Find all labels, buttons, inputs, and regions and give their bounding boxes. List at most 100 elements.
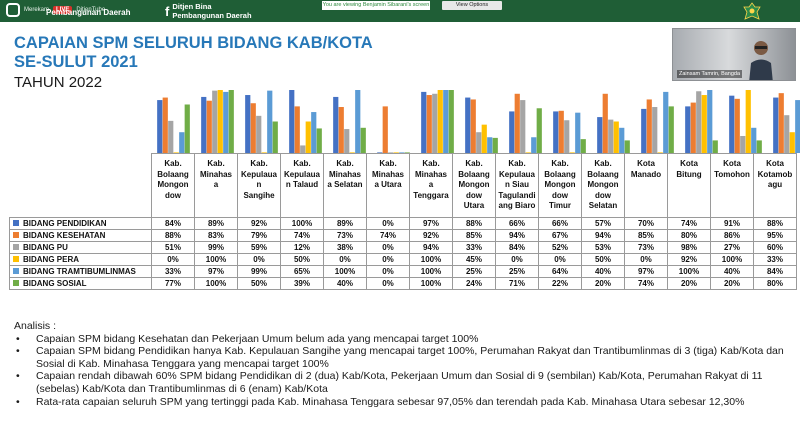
bar <box>641 108 647 153</box>
bar <box>509 111 515 153</box>
bar <box>223 91 229 153</box>
value-cell: 91% <box>710 217 754 230</box>
value-cell: 25% <box>495 265 539 278</box>
bar <box>267 90 273 153</box>
value-cell: 24% <box>452 277 496 290</box>
value-cell: 92% <box>667 253 711 266</box>
value-cell: 100% <box>409 277 453 290</box>
bar <box>360 127 366 153</box>
bar <box>382 106 388 153</box>
category-header: Kab. Minahas a Tenggara <box>409 153 453 218</box>
category-header: Kab. Bolaang Mongon dow Selatan <box>581 153 625 218</box>
value-cell: 45% <box>452 253 496 266</box>
bar <box>712 140 718 153</box>
value-cell: 80% <box>753 277 797 290</box>
value-cell: 97% <box>624 265 668 278</box>
value-cell: 80% <box>667 229 711 242</box>
category-header: Kab. Bolaang Mongon dow <box>151 153 195 218</box>
value-cell: 84% <box>151 217 195 230</box>
series-label-cell: BIDANG PERA <box>9 253 152 266</box>
value-cell: 85% <box>452 229 496 242</box>
bar <box>520 100 526 153</box>
value-cell: 94% <box>409 241 453 254</box>
category-header: Kab. Bolaang Mongon dow Timur <box>538 153 582 218</box>
bar <box>250 103 256 153</box>
legend-key <box>13 232 19 238</box>
value-cell: 94% <box>581 229 625 242</box>
value-cell: 100% <box>667 265 711 278</box>
bar <box>701 95 707 153</box>
series-label-cell: BIDANG KESEHATAN <box>9 229 152 242</box>
series-row: BIDANG TRAMTIBUMLINMAS 33% 97% 99% 65% 100% 0%… <box>9 265 797 278</box>
value-cell: 66% <box>538 217 582 230</box>
bar <box>707 90 713 153</box>
bar <box>201 96 207 153</box>
value-cell: 51% <box>151 241 195 254</box>
value-cell: 73% <box>624 241 668 254</box>
slide-title-line2: SE-SULUT 2021 <box>14 53 138 71</box>
value-cell: 89% <box>194 217 238 230</box>
value-cell: 92% <box>409 229 453 242</box>
category-header: Kota Bitung <box>667 153 711 218</box>
value-cell: 74% <box>624 277 668 290</box>
value-cell: 99% <box>194 241 238 254</box>
value-cell: 20% <box>581 277 625 290</box>
participant-avatar-icon <box>749 41 773 80</box>
live-badge: LIVE <box>53 6 73 14</box>
value-cell: 100% <box>323 265 367 278</box>
bar <box>492 137 498 153</box>
analysis-point: Capaian SPM bidang Kesehatan dan Pekerja… <box>14 333 784 346</box>
bar <box>652 107 658 153</box>
value-cell: 40% <box>323 277 367 290</box>
value-cell: 50% <box>280 253 324 266</box>
series-label: BIDANG TRAMTIBUMLINMAS <box>23 267 136 276</box>
bar <box>569 152 575 153</box>
value-cell: 100% <box>194 277 238 290</box>
value-cell: 60% <box>753 241 797 254</box>
value-cell: 0% <box>538 253 582 266</box>
category-header: Kab. Kepulaua n Siau Tagulandi ang Biaro <box>495 153 539 218</box>
bar <box>536 108 542 153</box>
value-cell: 67% <box>538 229 582 242</box>
series-row: BIDANG SOSIAL 77% 100% 50% 39% 40% 0% 100% 24% 71… <box>9 277 797 290</box>
legend-key <box>13 220 19 226</box>
value-cell: 27% <box>710 241 754 254</box>
bar <box>344 129 350 153</box>
bar <box>300 145 306 153</box>
value-cell: 0% <box>366 265 410 278</box>
bar <box>646 99 652 153</box>
spm-data-table: Kab. Bolaang Mongon dow Kab. Minahas a Kab… <box>9 153 797 290</box>
value-cell: 74% <box>366 229 410 242</box>
category-header: Kota Kotamob agu <box>753 153 797 218</box>
value-cell: 57% <box>581 217 625 230</box>
series-label: BIDANG SOSIAL <box>23 279 87 288</box>
view-options-button[interactable]: View Options <box>442 1 502 10</box>
bar <box>316 128 322 153</box>
value-cell: 100% <box>409 265 453 278</box>
bar <box>734 98 740 153</box>
value-cell: 59% <box>237 241 281 254</box>
value-cell: 40% <box>710 265 754 278</box>
value-cell: 50% <box>237 277 281 290</box>
value-cell: 83% <box>194 229 238 242</box>
bar <box>443 90 449 153</box>
participant-video[interactable]: Zainsam Tamrin, Bangda <box>672 28 796 81</box>
table-corner-cell <box>9 153 152 218</box>
value-cell: 39% <box>280 277 324 290</box>
value-cell: 84% <box>753 265 797 278</box>
bar <box>179 132 185 153</box>
value-cell: 99% <box>237 265 281 278</box>
series-label-cell: BIDANG TRAMTIBUMLINMAS <box>9 265 152 278</box>
bar <box>305 121 311 153</box>
value-cell: 88% <box>151 229 195 242</box>
bar <box>228 90 234 153</box>
bar <box>465 97 471 153</box>
value-cell: 20% <box>667 277 711 290</box>
value-cell: 50% <box>581 253 625 266</box>
value-cell: 33% <box>753 253 797 266</box>
bar <box>784 115 790 153</box>
brand-right: f Ditjen Bina Pembangunan Daerah <box>165 2 252 20</box>
recording-indicator: Merekam LIVE DitjenTube <box>6 3 105 17</box>
instagram-icon <box>6 3 20 17</box>
value-cell: 88% <box>753 217 797 230</box>
